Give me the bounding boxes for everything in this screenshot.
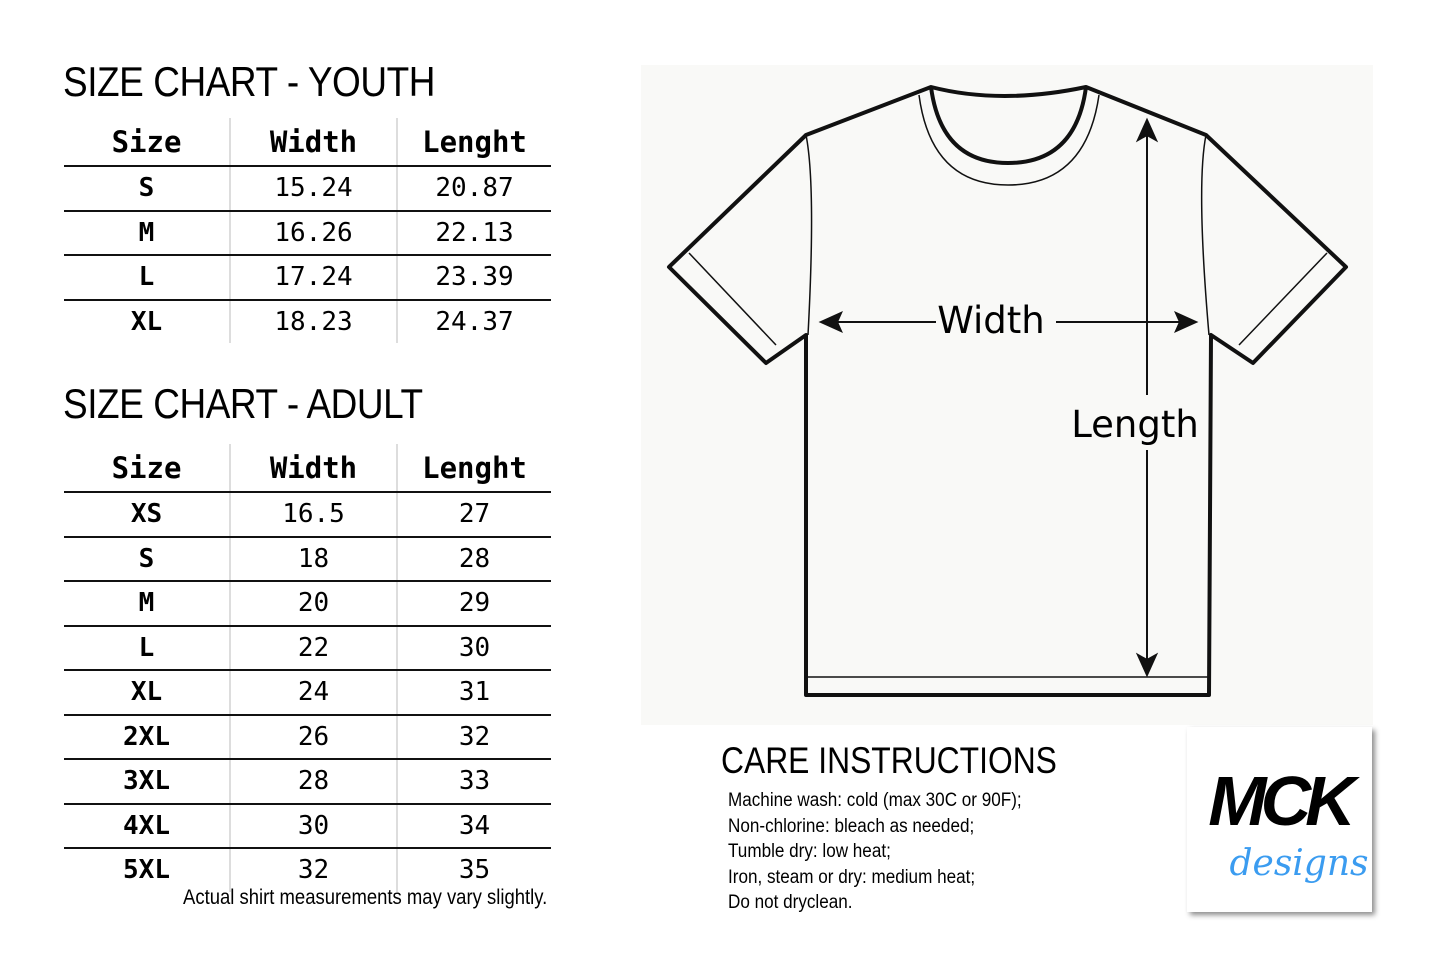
table-cell: XL [130,306,163,337]
tshirt-diagram: Width Length [641,65,1373,725]
table-cell: 23.39 [396,255,551,301]
table-cell: 34 [396,803,551,849]
table-row: XL 24 31 [64,670,551,716]
table-row: M 16.26 22.13 [64,210,551,256]
column-header: Lenght [396,118,551,167]
care-line: Do not dryclean. [728,892,853,913]
table-cell: 28 [396,536,551,582]
table-cell: S [64,166,230,212]
care-line: Machine wash: cold (max 30C or 90F); [728,790,1022,811]
measurement-note: Actual shirt measurements may vary sligh… [183,886,548,909]
table-cell: 4XL [64,803,230,849]
care-line: Tumble dry: low heat; [728,841,891,862]
table-cell: 22.13 [396,210,551,256]
column-header: Size [64,118,230,167]
table-row: 5XL 32 35 [64,848,551,892]
column-header: Width [229,444,397,493]
table-cell: 18 [229,536,397,582]
table-cell: 24.37 [396,299,551,343]
table-cell: 30 [396,625,551,671]
table-cell: 29 [396,581,551,627]
table-cell: 20.87 [396,166,551,212]
logo-main-text: MCK [1208,762,1360,840]
table-cell: 18.23 [229,299,397,343]
care-line: Non-chlorine: bleach as needed; [728,815,975,837]
table-cell: 33 [396,759,551,805]
table-cell: 22 [229,625,397,671]
table-cell: M [64,210,230,256]
table-row: L 17.24 23.39 [64,255,551,301]
table-cell: 5XL [123,855,170,886]
table-cell: L [64,625,230,671]
table-header-row: Size Width Lenght [64,118,551,167]
table-row: S 15.24 20.87 [64,166,551,212]
table-cell: 32 [229,848,397,892]
table-cell: L [64,255,230,301]
adult-size-table: Size Width Lenght XS 16.5 27 S 18 28 M 20 29 L 22 30 XL… [64,444,551,892]
care-title: CARE INSTRUCTIONS [721,740,1057,781]
table-cell: 27 [396,492,551,538]
column-header: Width [229,118,397,167]
table-cell: 20 [229,581,397,627]
table-cell: 17.24 [229,255,397,301]
care-line: Iron, steam or dry: medium heat; [728,866,976,888]
table-cell: 32 [396,714,551,760]
care-instructions: Machine wash: cold (max 30C or 90F); Non… [728,788,1022,916]
logo-script-text: designs [1229,843,1368,884]
table-cell: 16.5 [229,492,397,538]
table-cell: S [64,536,230,582]
table-cell: 15.24 [229,166,397,212]
length-label: Length [1071,403,1199,446]
table-row: XL 18.23 24.37 [64,299,551,343]
column-header: Lenght [396,444,551,493]
table-cell: 35 [396,848,551,892]
table-cell: XS [64,492,230,538]
table-cell: M [64,581,230,627]
table-cell: 26 [229,714,397,760]
table-cell: 16.26 [229,210,397,256]
table-cell: 24 [229,670,397,716]
youth-size-table: Size Width Lenght S 15.24 20.87 M 16.26 22.13 L 17… [64,118,551,343]
table-row: 3XL 28 33 [64,759,551,805]
tshirt-outline-icon: Width Length [667,85,1348,697]
adult-title: SIZE CHART - ADULT [63,380,423,427]
youth-title: SIZE CHART - YOUTH [63,58,436,105]
table-cell: 3XL [64,759,230,805]
table-cell: XL [64,670,230,716]
table-row: XS 16.5 27 [64,492,551,538]
table-cell: 2XL [64,714,230,760]
column-header: Size [64,444,230,493]
table-cell: 28 [229,759,397,805]
table-row: S 18 28 [64,536,551,582]
table-header-row: Size Width Lenght [64,444,551,493]
mck-designs-logo: MCK designs [1187,727,1372,912]
table-row: M 20 29 [64,581,551,627]
table-row: L 22 30 [64,625,551,671]
table-cell: 30 [229,803,397,849]
table-row: 4XL 30 34 [64,803,551,849]
table-cell: 31 [396,670,551,716]
table-row: 2XL 26 32 [64,714,551,760]
width-label: Width [937,299,1045,342]
